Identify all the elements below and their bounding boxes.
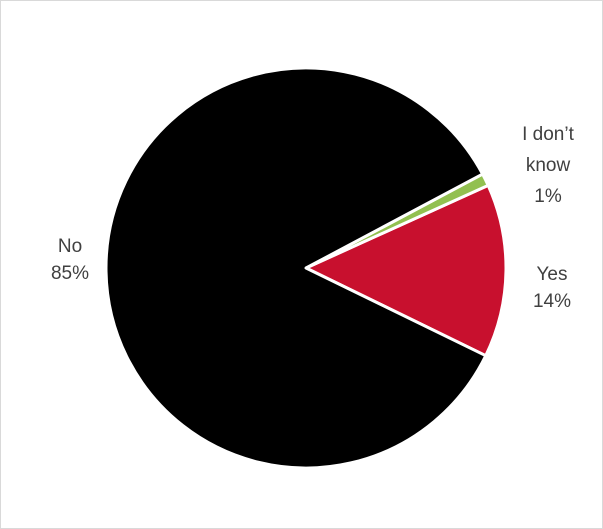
- pie-slice-yes: [304, 183, 508, 358]
- pie-slice-no: [104, 66, 488, 470]
- pie-slices: [104, 66, 508, 470]
- data-label-no: No 85%: [51, 236, 89, 284]
- pie-labels: Yes 14% I don’t know 1% No 85%: [51, 124, 575, 312]
- data-label-i-don-t-know: I don’t know 1%: [522, 124, 574, 207]
- data-label-yes: Yes 14%: [533, 264, 571, 312]
